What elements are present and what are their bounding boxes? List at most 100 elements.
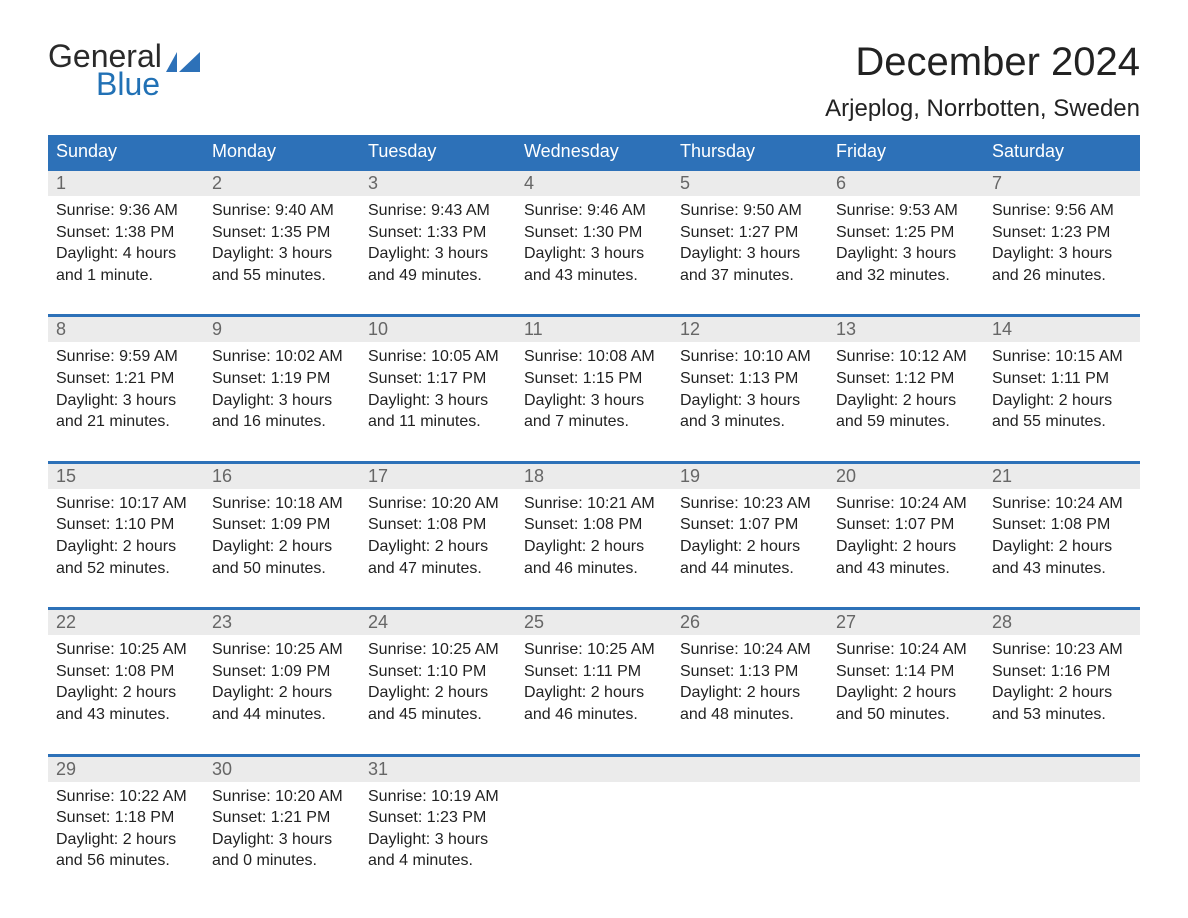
week-row: 1234567Sunrise: 9:36 AMSunset: 1:38 PMDa… — [48, 168, 1140, 294]
daylight-line2: and 32 minutes. — [836, 265, 976, 287]
day-number: 28 — [984, 610, 1140, 635]
daylight-line2: and 43 minutes. — [524, 265, 664, 287]
sunset-text: Sunset: 1:10 PM — [56, 514, 196, 536]
daylight-line2: and 7 minutes. — [524, 411, 664, 433]
daylight-line2: and 50 minutes. — [836, 704, 976, 726]
daylight-line2: and 46 minutes. — [524, 558, 664, 580]
sunset-text: Sunset: 1:11 PM — [524, 661, 664, 683]
day-cell: Sunrise: 10:25 AMSunset: 1:11 PMDaylight… — [516, 635, 672, 733]
day-number: 3 — [360, 171, 516, 196]
daylight-line1: Daylight: 3 hours — [212, 390, 352, 412]
daylight-line1: Daylight: 2 hours — [680, 536, 820, 558]
daylight-line2: and 56 minutes. — [56, 850, 196, 872]
daylight-line2: and 48 minutes. — [680, 704, 820, 726]
sunrise-text: Sunrise: 10:18 AM — [212, 493, 352, 515]
sunrise-text: Sunrise: 9:53 AM — [836, 200, 976, 222]
title-block: December 2024 Arjeplog, Norrbotten, Swed… — [825, 40, 1140, 123]
sunrise-text: Sunrise: 10:12 AM — [836, 346, 976, 368]
day-number-row: 293031 — [48, 757, 1140, 782]
sunset-text: Sunset: 1:25 PM — [836, 222, 976, 244]
sunrise-text: Sunrise: 10:08 AM — [524, 346, 664, 368]
sunrise-text: Sunrise: 10:25 AM — [212, 639, 352, 661]
weekday-header: Thursday — [672, 135, 828, 168]
day-number: 22 — [48, 610, 204, 635]
day-number: 4 — [516, 171, 672, 196]
day-number: 23 — [204, 610, 360, 635]
day-number: 5 — [672, 171, 828, 196]
sunset-text: Sunset: 1:21 PM — [212, 807, 352, 829]
sunrise-text: Sunrise: 10:24 AM — [680, 639, 820, 661]
sunrise-text: Sunrise: 10:24 AM — [836, 639, 976, 661]
sunset-text: Sunset: 1:21 PM — [56, 368, 196, 390]
day-number: 9 — [204, 317, 360, 342]
sunset-text: Sunset: 1:30 PM — [524, 222, 664, 244]
day-cell: Sunrise: 10:08 AMSunset: 1:15 PMDaylight… — [516, 342, 672, 440]
daylight-line1: Daylight: 2 hours — [212, 536, 352, 558]
day-cell: Sunrise: 10:20 AMSunset: 1:21 PMDaylight… — [204, 782, 360, 880]
daylight-line2: and 26 minutes. — [992, 265, 1132, 287]
daylight-line2: and 43 minutes. — [56, 704, 196, 726]
daylight-line1: Daylight: 2 hours — [992, 682, 1132, 704]
sunset-text: Sunset: 1:08 PM — [368, 514, 508, 536]
week-row: 22232425262728Sunrise: 10:25 AMSunset: 1… — [48, 607, 1140, 733]
day-cell: Sunrise: 10:10 AMSunset: 1:13 PMDaylight… — [672, 342, 828, 440]
daylight-line1: Daylight: 2 hours — [524, 682, 664, 704]
daylight-line1: Daylight: 3 hours — [680, 243, 820, 265]
sunset-text: Sunset: 1:27 PM — [680, 222, 820, 244]
day-cell: Sunrise: 10:24 AMSunset: 1:08 PMDaylight… — [984, 489, 1140, 587]
sunset-text: Sunset: 1:07 PM — [836, 514, 976, 536]
weekday-header-row: SundayMondayTuesdayWednesdayThursdayFrid… — [48, 135, 1140, 168]
day-cell: Sunrise: 10:21 AMSunset: 1:08 PMDaylight… — [516, 489, 672, 587]
day-cell: Sunrise: 10:25 AMSunset: 1:08 PMDaylight… — [48, 635, 204, 733]
day-cell: Sunrise: 9:40 AMSunset: 1:35 PMDaylight:… — [204, 196, 360, 294]
day-number: 11 — [516, 317, 672, 342]
sunrise-text: Sunrise: 9:43 AM — [368, 200, 508, 222]
daylight-line1: Daylight: 3 hours — [836, 243, 976, 265]
daylight-line2: and 50 minutes. — [212, 558, 352, 580]
sunset-text: Sunset: 1:13 PM — [680, 368, 820, 390]
sunrise-text: Sunrise: 9:56 AM — [992, 200, 1132, 222]
weekday-header: Friday — [828, 135, 984, 168]
daylight-line1: Daylight: 4 hours — [56, 243, 196, 265]
day-cell: Sunrise: 10:02 AMSunset: 1:19 PMDaylight… — [204, 342, 360, 440]
day-cell: Sunrise: 9:43 AMSunset: 1:33 PMDaylight:… — [360, 196, 516, 294]
day-cell: Sunrise: 10:05 AMSunset: 1:17 PMDaylight… — [360, 342, 516, 440]
day-cell: Sunrise: 10:24 AMSunset: 1:14 PMDaylight… — [828, 635, 984, 733]
weeks-container: 1234567Sunrise: 9:36 AMSunset: 1:38 PMDa… — [48, 168, 1140, 880]
sunrise-text: Sunrise: 10:22 AM — [56, 786, 196, 808]
sunset-text: Sunset: 1:13 PM — [680, 661, 820, 683]
day-data-row: Sunrise: 9:36 AMSunset: 1:38 PMDaylight:… — [48, 196, 1140, 294]
daylight-line1: Daylight: 2 hours — [992, 536, 1132, 558]
daylight-line1: Daylight: 2 hours — [56, 536, 196, 558]
sunrise-text: Sunrise: 10:20 AM — [212, 786, 352, 808]
day-number: 27 — [828, 610, 984, 635]
sunrise-text: Sunrise: 9:40 AM — [212, 200, 352, 222]
week-row: 293031 Sunrise: 10:22 AMSunset: 1:18 PMD… — [48, 754, 1140, 880]
sunrise-text: Sunrise: 9:46 AM — [524, 200, 664, 222]
day-number: 6 — [828, 171, 984, 196]
sunrise-text: Sunrise: 10:23 AM — [992, 639, 1132, 661]
day-number: 19 — [672, 464, 828, 489]
daylight-line1: Daylight: 2 hours — [680, 682, 820, 704]
daylight-line1: Daylight: 3 hours — [680, 390, 820, 412]
day-number: 2 — [204, 171, 360, 196]
daylight-line2: and 47 minutes. — [368, 558, 508, 580]
sunset-text: Sunset: 1:15 PM — [524, 368, 664, 390]
weekday-header: Saturday — [984, 135, 1140, 168]
daylight-line2: and 46 minutes. — [524, 704, 664, 726]
daylight-line1: Daylight: 2 hours — [56, 682, 196, 704]
sunset-text: Sunset: 1:14 PM — [836, 661, 976, 683]
day-number: 13 — [828, 317, 984, 342]
day-number: 8 — [48, 317, 204, 342]
sunrise-text: Sunrise: 10:25 AM — [368, 639, 508, 661]
day-number: 16 — [204, 464, 360, 489]
daylight-line1: Daylight: 2 hours — [836, 682, 976, 704]
day-cell: Sunrise: 10:20 AMSunset: 1:08 PMDaylight… — [360, 489, 516, 587]
day-number: 29 — [48, 757, 204, 782]
sunset-text: Sunset: 1:12 PM — [836, 368, 976, 390]
daylight-line1: Daylight: 2 hours — [368, 536, 508, 558]
daylight-line1: Daylight: 3 hours — [212, 243, 352, 265]
day-number: 31 — [360, 757, 516, 782]
day-cell: Sunrise: 9:36 AMSunset: 1:38 PMDaylight:… — [48, 196, 204, 294]
day-number-row: 891011121314 — [48, 317, 1140, 342]
